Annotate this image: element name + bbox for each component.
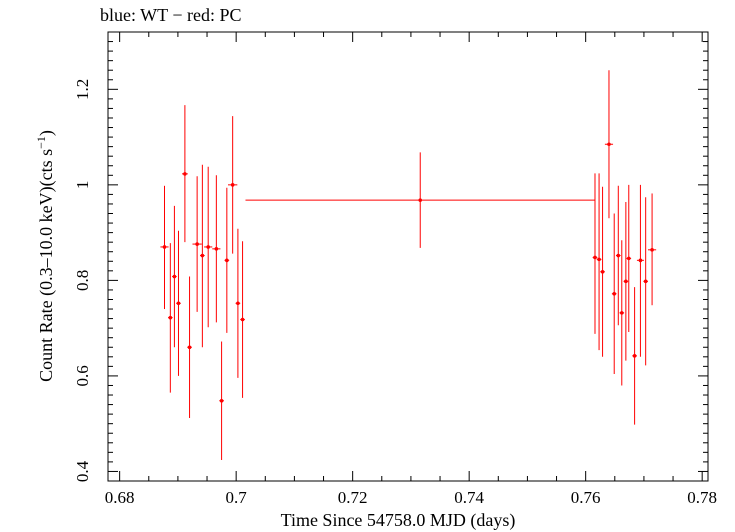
point-marker	[176, 301, 181, 306]
point-marker	[168, 315, 173, 320]
point-marker	[612, 291, 617, 296]
y-axis-label-main: Count Rate (0.3–10.0 keV)(cts s	[36, 149, 57, 382]
data-point	[643, 197, 648, 366]
data-point	[160, 185, 169, 310]
x-axis-label: Time Since 54758.0 MJD (days)	[281, 510, 516, 531]
data-point	[611, 213, 617, 375]
point-marker	[607, 142, 611, 147]
y-tick-label: 0.8	[73, 270, 92, 291]
point-marker	[593, 255, 597, 260]
data-point	[181, 105, 188, 243]
data-point	[600, 186, 605, 357]
chart-title: blue: WT − red: PC	[100, 5, 242, 25]
point-marker	[206, 245, 210, 249]
plot-frame	[107, 31, 709, 482]
data-point	[240, 241, 245, 398]
point-marker	[225, 258, 229, 263]
y-axis-label-tail: )	[36, 130, 57, 136]
y-tick-label: 0.4	[73, 460, 92, 482]
data-point	[219, 341, 224, 460]
data-point	[619, 240, 625, 386]
point-marker	[597, 257, 601, 262]
x-tick-label: 0.76	[571, 488, 601, 507]
point-marker	[230, 183, 235, 187]
data-point	[626, 184, 632, 332]
point-marker	[187, 345, 192, 350]
point-marker	[616, 253, 621, 258]
data-point	[604, 70, 614, 219]
point-marker	[183, 172, 187, 176]
data-point	[228, 116, 238, 254]
y-tick-label: 1.2	[73, 79, 92, 100]
data-point	[648, 193, 657, 306]
data-point	[596, 173, 602, 351]
point-marker	[195, 242, 199, 246]
y-axis: 0.4 0.6 0.8 1 1.2	[73, 41, 708, 482]
x-axis: 0.68 0.7 0.72 0.74 0.76 0.78	[105, 32, 717, 507]
data-point	[212, 175, 221, 323]
y-axis-label: Count Rate (0.3–10.0 keV)(cts s−1)	[34, 130, 57, 382]
point-marker	[619, 311, 624, 315]
point-marker	[624, 279, 628, 284]
data-point	[632, 287, 637, 425]
data-point	[176, 230, 181, 376]
point-marker	[650, 248, 654, 252]
y-axis-label-superscript: −1	[34, 136, 48, 149]
data-point	[592, 173, 598, 334]
point-marker	[162, 245, 167, 249]
point-marker	[214, 247, 219, 251]
data-point	[192, 176, 202, 312]
data-points	[160, 70, 657, 460]
data-point	[636, 184, 644, 357]
point-marker	[172, 274, 177, 279]
x-tick-label: 0.7	[226, 488, 248, 507]
data-point	[172, 205, 177, 348]
point-marker	[236, 301, 240, 306]
point-marker	[643, 279, 648, 284]
point-marker	[626, 256, 631, 261]
data-point	[204, 166, 213, 328]
point-marker	[418, 198, 423, 202]
data-point	[224, 187, 230, 333]
point-marker	[240, 317, 245, 322]
y-tick-label: 1	[73, 181, 92, 190]
data-point	[168, 243, 173, 393]
x-tick-label: 0.74	[454, 488, 484, 507]
data-point	[200, 164, 205, 348]
data-point	[245, 152, 595, 248]
y-tick-label: 0.6	[73, 365, 92, 386]
data-point	[623, 202, 629, 361]
point-marker	[200, 253, 205, 258]
point-marker	[600, 269, 605, 274]
data-point	[615, 185, 621, 326]
data-point	[187, 276, 192, 418]
x-tick-label: 0.68	[105, 488, 135, 507]
point-marker	[638, 258, 643, 263]
x-tick-label: 0.78	[687, 488, 717, 507]
point-marker	[632, 354, 637, 358]
data-point	[235, 228, 241, 378]
x-tick-label: 0.72	[338, 488, 368, 507]
point-marker	[219, 398, 224, 403]
